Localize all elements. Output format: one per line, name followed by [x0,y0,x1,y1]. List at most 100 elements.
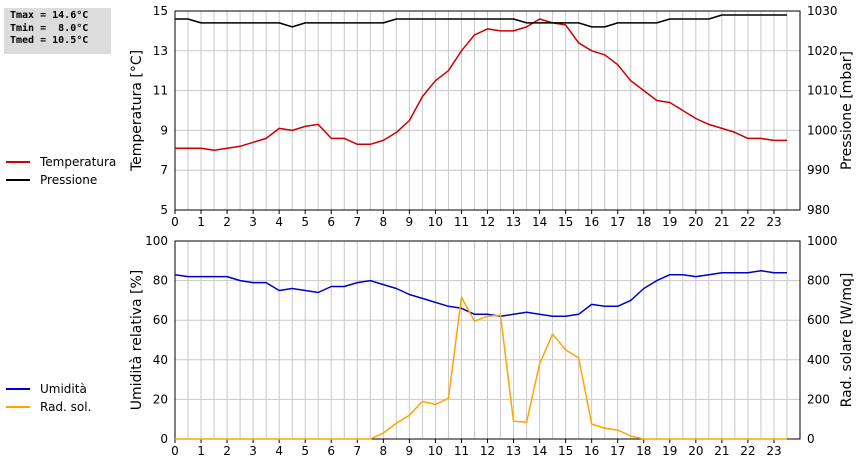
stats-box: Tmax = 14.6°C Tmin = 8.0°C Tmed = 10.5°C [4,8,111,54]
top-series-pressione [175,14,787,28]
bottom-x-tick-label: 6 [327,444,335,458]
bottom-x-tick-label: 20 [688,444,703,458]
bottom-x-tick-label: 17 [610,444,625,458]
bottom-x-tick-label: 16 [584,444,599,458]
top-x-tick-label: 5 [301,215,309,229]
bottom-y-left-tick-label: 100 [145,234,168,248]
stat-tmax: Tmax = 14.6°C [10,10,89,21]
bottom-x-tick-label: 3 [249,444,257,458]
bottom-series-umidit [174,269,787,317]
legend-label-umidita: Umidità [40,382,87,396]
legend-label-temperatura: Temperatura [40,155,117,169]
legend-label-pressione: Pressione [40,173,98,187]
bottom-y-right-tick-label: 800 [807,274,830,288]
legend-top: Temperatura Pressione [6,153,116,189]
legend-swatch-temperatura [6,161,30,163]
bottom-y-right-tick-label: 0 [807,432,815,446]
bottom-chart: 0 1 2 3 4 5 6 7 8 9 10 11 12 13 14 15 16 17 18 19 20 21 22 2302… [129,234,855,458]
top-x-tick-label: 10 [428,215,443,229]
top-x-tick-label: 19 [662,215,677,229]
top-x-tick-label: 15 [558,215,573,229]
bottom-x-tick-label: 14 [532,444,547,458]
legend-swatch-pressione [6,179,30,181]
bottom-y-right-tick-label: 200 [807,392,830,406]
bottom-x-tick-label: 0 [171,444,179,458]
top-y-right-tick-label: 1030 [807,4,838,18]
top-x-tick-label: 18 [636,215,651,229]
top-y-right-tick-label: 1020 [807,44,838,58]
legend-item-pressione: Pressione [6,171,116,189]
bottom-x-tick-label: 21 [714,444,729,458]
top-y-left-tick-label: 9 [160,123,168,137]
bottom-x-tick-label: 15 [558,444,573,458]
legend-label-rad-sol: Rad. sol. [40,400,92,414]
top-y-right-tick-label: 980 [807,203,830,217]
bottom-x-tick-label: 23 [766,444,781,458]
stat-tmed: Tmed = 10.5°C [10,35,89,46]
legend-swatch-umidita [6,388,30,390]
bottom-y-right-title: Rad. solare [W/mq] [839,273,855,408]
bottom-x-tick-label: 2 [223,444,231,458]
bottom-x-tick-label: 12 [480,444,495,458]
top-y-right-tick-label: 990 [807,163,830,177]
bottom-x-tick-label: 11 [454,444,469,458]
bottom-x-tick-label: 8 [380,444,388,458]
top-x-tick-label: 11 [454,215,469,229]
bottom-y-left-tick-label: 80 [153,274,168,288]
legend-swatch-rad-sol [6,406,30,408]
bottom-x-tick-label: 13 [506,444,521,458]
top-y-left-title: Temperatura [°C] [129,50,145,172]
bottom-y-left-tick-label: 20 [153,392,168,406]
bottom-y-left-tick-label: 60 [153,313,168,327]
legend-item-umidita: Umidità [6,380,91,398]
bottom-y-right-tick-label: 600 [807,313,830,327]
top-y-left-tick-label: 11 [153,84,168,98]
top-x-tick-label: 8 [380,215,388,229]
bottom-x-tick-label: 7 [353,444,361,458]
bottom-x-tick-label: 5 [301,444,309,458]
top-x-tick-label: 17 [610,215,625,229]
top-x-tick-label: 13 [506,215,521,229]
bottom-x-tick-label: 10 [428,444,443,458]
top-y-right-title: Pressione [mbar] [839,51,855,170]
stat-tmin: Tmin = 8.0°C [10,22,89,34]
top-y-left-tick-label: 15 [153,4,168,18]
top-x-tick-label: 12 [480,215,495,229]
legend-item-temperatura: Temperatura [6,153,116,171]
top-x-tick-label: 3 [249,215,257,229]
top-x-tick-label: 22 [740,215,755,229]
top-x-tick-label: 0 [171,215,179,229]
bottom-y-right-tick-label: 400 [807,353,830,367]
top-x-tick-label: 1 [197,215,205,229]
top-y-left-tick-label: 13 [153,44,168,58]
bottom-y-left-title: Umidità relativa [%] [129,270,145,411]
top-x-tick-label: 23 [766,215,781,229]
top-x-tick-label: 14 [532,215,547,229]
top-x-tick-label: 16 [584,215,599,229]
top-x-tick-label: 20 [688,215,703,229]
top-y-right-tick-label: 1000 [807,123,838,137]
bottom-y-left-tick-label: 40 [153,353,168,367]
top-y-left-tick-label: 5 [160,203,168,217]
bottom-x-tick-label: 4 [275,444,283,458]
bottom-series-rad-sol [175,296,787,440]
top-y-left-tick-label: 7 [160,163,168,177]
bottom-x-tick-label: 1 [197,444,205,458]
bottom-y-left-tick-label: 0 [160,432,168,446]
top-chart: 0 1 2 3 4 5 6 7 8 9 10 11 12 13 14 15 16 17 18 19 20 21 22 2357… [129,4,855,229]
top-y-right-tick-label: 1010 [807,84,838,98]
top-x-tick-label: 7 [353,215,361,229]
legend-item-rad-sol: Rad. sol. [6,398,91,416]
top-x-tick-label: 2 [223,215,231,229]
bottom-y-right-tick-label: 1000 [807,234,838,248]
top-x-tick-label: 9 [406,215,414,229]
bottom-x-tick-label: 22 [740,444,755,458]
top-x-tick-label: 6 [327,215,335,229]
bottom-x-tick-label: 18 [636,444,651,458]
bottom-x-tick-label: 19 [662,444,677,458]
top-series-temperatura [175,18,787,152]
bottom-x-tick-label: 9 [406,444,414,458]
top-x-tick-label: 4 [275,215,283,229]
top-x-tick-label: 21 [714,215,729,229]
